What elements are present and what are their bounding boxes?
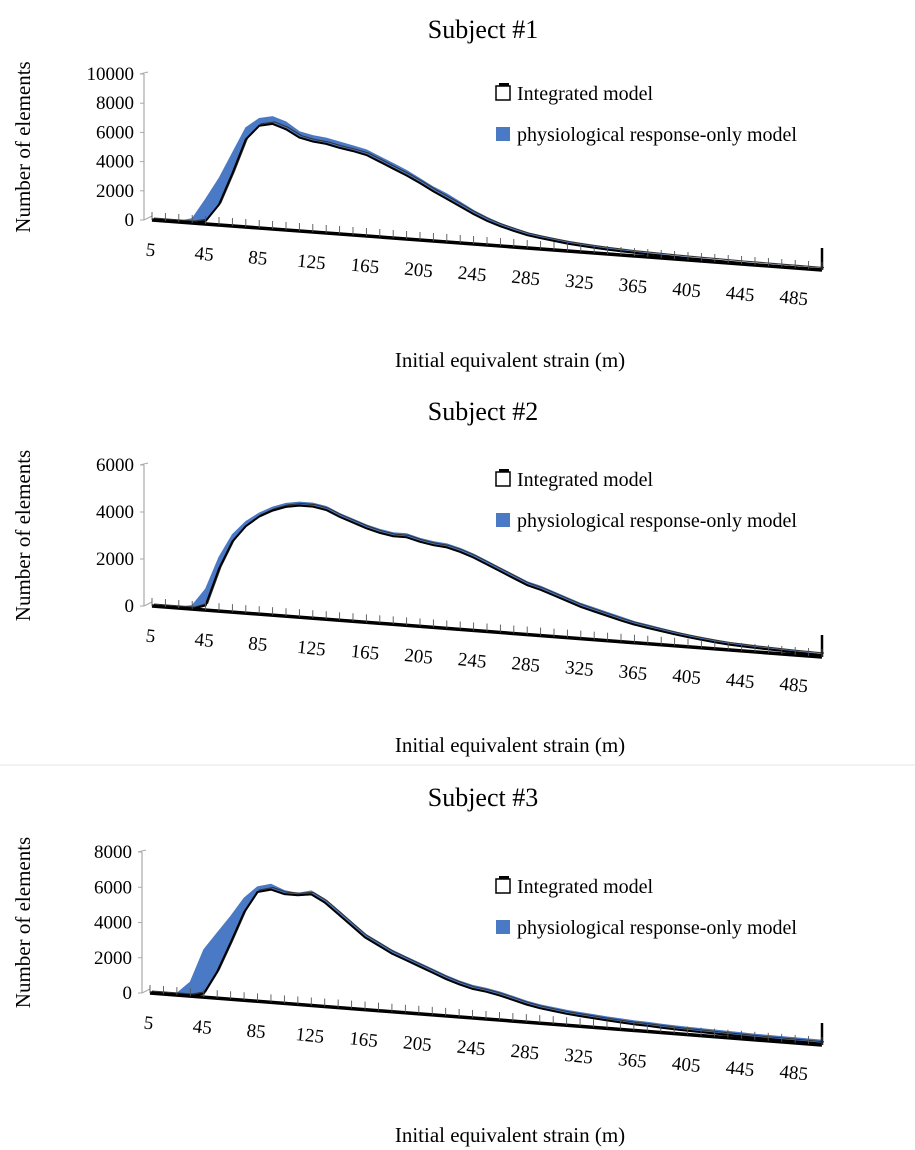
y-tick-label: 4000 xyxy=(96,152,134,173)
x-tick-label: 5 xyxy=(143,1013,155,1035)
x-tick-label: 285 xyxy=(511,653,542,677)
y-tick-label: 2000 xyxy=(96,181,134,202)
chart-panel-3: Subject #3 Number of elements 0 2000 4000 600… xyxy=(11,783,825,1147)
x-tick-label: 5 xyxy=(145,626,157,648)
x-axis-label: Initial equivalent strain (m) xyxy=(395,733,625,757)
x-tick-label: 85 xyxy=(247,633,268,656)
x-tick-label: 365 xyxy=(617,1049,648,1073)
y-tick-label: 2000 xyxy=(96,549,134,570)
x-tick-label: 285 xyxy=(511,267,542,291)
x-tick-label: 125 xyxy=(296,251,327,275)
y-tick-label: 6000 xyxy=(94,877,132,898)
series-integrated-line-back xyxy=(153,503,825,654)
x-tick-label: 165 xyxy=(348,1028,379,1052)
chart-title: Subject #2 xyxy=(428,397,539,426)
x-tick-label: 445 xyxy=(725,283,756,307)
chart-title: Subject #3 xyxy=(428,783,539,812)
y-tick-label: 4000 xyxy=(96,502,134,523)
y-tick-label: 6000 xyxy=(96,122,134,143)
x-tick-label: 405 xyxy=(671,1053,702,1077)
legend-swatch-physiological xyxy=(496,127,510,141)
legend-swatch-integrated-shade xyxy=(499,876,509,879)
x-tick-label: 165 xyxy=(350,255,381,279)
x-tick-label: 45 xyxy=(192,1016,213,1039)
legend-swatch-integrated xyxy=(495,878,511,894)
y-tick-label: 6000 xyxy=(96,455,134,476)
x-tick-label: 325 xyxy=(564,657,595,681)
chart-panel-1: Subject #1 Number of elements 0 2000 4000 600… xyxy=(11,15,825,372)
x-tick-label: 245 xyxy=(457,649,488,673)
legend-swatch-integrated xyxy=(495,85,511,101)
axis-foot xyxy=(143,601,153,607)
x-tick-label: 85 xyxy=(247,247,268,270)
x-tick-label: 445 xyxy=(725,1057,756,1081)
y-tick-label: 0 xyxy=(123,983,133,1004)
series-integrated-line xyxy=(151,504,823,657)
x-tick-label: 285 xyxy=(510,1041,541,1065)
x-tick-label: 125 xyxy=(295,1024,326,1048)
y-axis-label: Number of elements xyxy=(11,61,35,232)
legend-swatch-physiological xyxy=(496,920,510,934)
x-tick-label: 325 xyxy=(563,1045,594,1069)
legend-swatch-integrated-shade xyxy=(499,83,509,86)
x-tick-label: 445 xyxy=(725,669,756,693)
y-tick-label: 2000 xyxy=(94,948,132,969)
y-tick-label: 4000 xyxy=(94,913,132,934)
x-tick-label: 405 xyxy=(671,279,702,303)
y-axis-label: Number of elements xyxy=(11,450,35,621)
x-tick-label: 45 xyxy=(194,629,215,652)
x-tick-label: 205 xyxy=(403,645,434,669)
x-tick-label: 5 xyxy=(145,240,157,262)
x-tick-label: 245 xyxy=(457,263,488,287)
x-tick-label: 365 xyxy=(618,661,649,685)
legend-label-integrated: Integrated model xyxy=(517,876,653,898)
x-tick-label: 485 xyxy=(779,674,810,698)
legend-label-physiological: physiological response-only model xyxy=(517,917,797,939)
x-axis-label: Initial equivalent strain (m) xyxy=(395,348,625,372)
x-tick-label: 45 xyxy=(194,243,215,266)
x-tick-label: 245 xyxy=(456,1037,487,1061)
axis-foot xyxy=(141,988,151,994)
chart-panel-2: Subject #2 Number of elements 0 2000 4000 600… xyxy=(11,397,825,757)
legend-swatch-integrated-shade xyxy=(499,469,509,472)
x-tick-label: 365 xyxy=(618,275,649,299)
x-tick-label: 405 xyxy=(671,665,702,689)
legend-label-integrated: Integrated model xyxy=(517,83,653,105)
series-integrated-line-back xyxy=(153,121,825,269)
x-axis-label: Initial equivalent strain (m) xyxy=(395,1123,625,1147)
axis-foot xyxy=(143,215,153,221)
chart-title: Subject #1 xyxy=(428,15,539,44)
series-integrated-line-back xyxy=(151,887,825,1043)
y-tick-label: 8000 xyxy=(96,93,134,114)
y-tick-label: 0 xyxy=(125,596,135,617)
x-tick-label: 325 xyxy=(564,271,595,295)
legend-swatch-physiological xyxy=(496,513,510,527)
y-axis-label: Number of elements xyxy=(11,837,35,1008)
x-tick-label: 205 xyxy=(402,1032,433,1056)
x-tick-label: 205 xyxy=(403,259,434,283)
legend-swatch-integrated xyxy=(495,471,511,487)
series-integrated-line xyxy=(149,888,823,1045)
x-tick-label: 85 xyxy=(246,1020,267,1043)
y-tick-label: 0 xyxy=(125,210,135,231)
legend-label-physiological: physiological response-only model xyxy=(517,510,797,532)
y-tick-label: 10000 xyxy=(87,64,135,85)
legend-label-physiological: physiological response-only model xyxy=(517,124,797,146)
legend-label-integrated: Integrated model xyxy=(517,469,653,491)
x-tick-label: 485 xyxy=(779,287,810,311)
x-tick-label: 125 xyxy=(296,637,327,661)
y-tick-label: 8000 xyxy=(94,842,132,863)
x-tick-label: 165 xyxy=(350,641,381,665)
x-tick-label: 485 xyxy=(778,1062,809,1086)
